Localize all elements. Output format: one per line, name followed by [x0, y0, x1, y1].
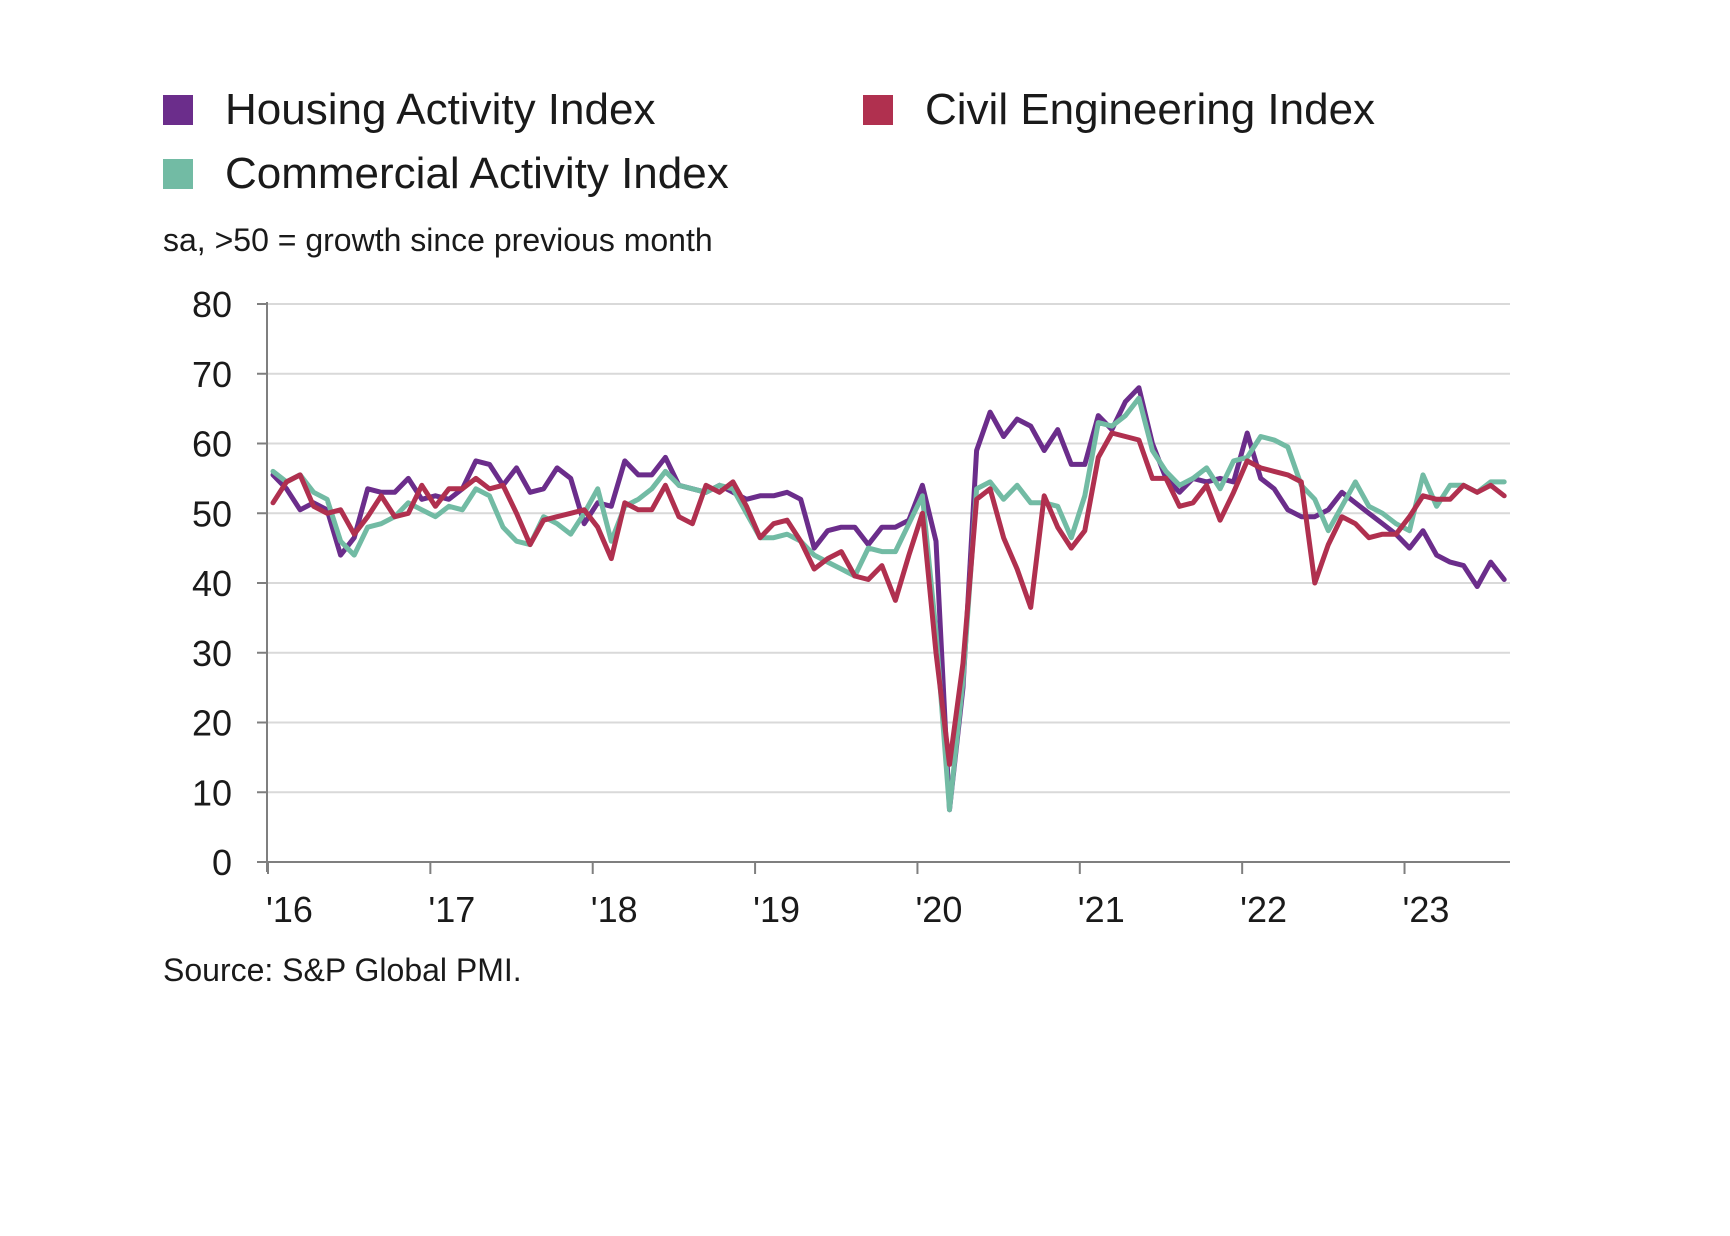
x-tick-label: '19 [753, 889, 800, 930]
x-tick-label: '21 [1078, 889, 1125, 930]
legend-label-commercial: Commercial Activity Index [225, 149, 729, 198]
x-tick-label: '23 [1403, 889, 1450, 930]
legend-item-housing: Housing Activity Index [163, 88, 655, 132]
series-line [270, 430, 1507, 767]
legend-swatch-commercial [163, 159, 193, 189]
x-tick-label: '20 [915, 889, 962, 930]
y-tick-label: 70 [192, 354, 232, 395]
y-tick-label: 60 [192, 424, 232, 465]
gridlines [257, 303, 1510, 863]
y-tick-label: 20 [192, 703, 232, 744]
legend-item-commercial: Commercial Activity Index [163, 152, 729, 196]
y-tick-label: 10 [192, 772, 232, 813]
legend-item-civil: Civil Engineering Index [863, 88, 1375, 132]
x-tick-label: '16 [266, 889, 313, 930]
chart-legend: Housing Activity Index Civil Engineering… [163, 88, 1563, 218]
x-tick-label: '18 [591, 889, 638, 930]
legend-swatch-housing [163, 95, 193, 125]
series-line [270, 385, 1507, 813]
legend-label-housing: Housing Activity Index [225, 85, 656, 134]
y-axis-tick-labels: 0 10 20 30 40 50 60 70 80 [192, 284, 232, 883]
y-tick-label: 0 [212, 842, 232, 883]
y-tick-label: 80 [192, 284, 232, 325]
y-tick-label: 30 [192, 633, 232, 674]
chart-subtitle: sa, >50 = growth since previous month [163, 222, 713, 258]
x-tick-label: '22 [1240, 889, 1287, 930]
y-tick-label: 40 [192, 563, 232, 604]
source-note: Source: S&P Global PMI. [163, 952, 522, 988]
legend-swatch-civil [863, 95, 893, 125]
y-tick-label: 50 [192, 493, 232, 534]
series-lines [270, 385, 1507, 813]
legend-label-civil: Civil Engineering Index [925, 85, 1376, 134]
x-axis-tick-labels: '16 '17 '18 '19 '20 '21 '22 '23 [266, 889, 1449, 930]
series-line [270, 395, 1507, 813]
x-tick-label: '17 [428, 889, 475, 930]
axes [257, 302, 1510, 874]
